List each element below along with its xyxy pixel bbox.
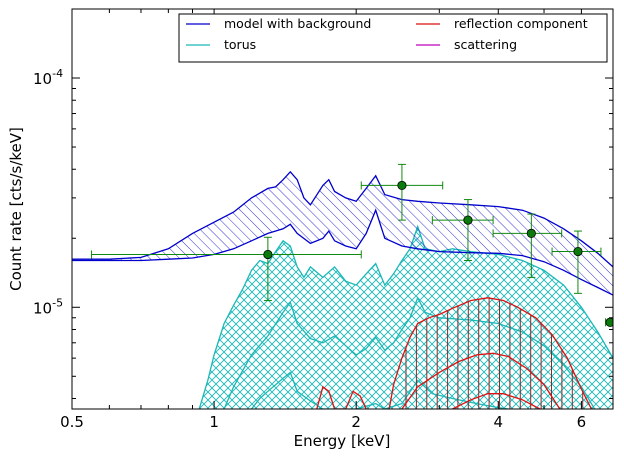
legend-entry: reflection component (416, 16, 588, 31)
data-marker (463, 215, 473, 225)
data-point (492, 213, 563, 278)
x-tick-label: 1 (209, 413, 219, 431)
data-marker (397, 180, 407, 191)
data-point (551, 230, 602, 294)
axis-tick-labels: 0.5 1 2 4 610-510-4 (33, 67, 586, 431)
data-marker (573, 246, 583, 257)
x-tick-label: 2 (351, 413, 361, 431)
legend-entry: model with background (186, 16, 371, 31)
x-tick-label: 0.5 (60, 413, 84, 431)
y-tick-exponent: -4 (52, 67, 63, 80)
x-tick-label: 4 (494, 413, 504, 431)
plot-frame (71, 8, 614, 410)
model-series (72, 170, 613, 296)
y-axis-label: Count rate [cts/s/keV] (7, 127, 25, 291)
legend-entry: torus (186, 37, 256, 52)
reflection-mid-line (401, 352, 561, 409)
reflection-series (316, 297, 592, 409)
data-marker (526, 228, 536, 239)
reflection-upper-line (388, 297, 592, 409)
data-point (91, 236, 362, 302)
axis-ticks (71, 8, 614, 409)
legend-box (178, 13, 608, 63)
data-point (431, 199, 494, 261)
legend: model with background reflection componen… (178, 13, 608, 63)
x-axis-label: Energy [keV] (294, 432, 391, 450)
reflection-low-energy-line (316, 385, 367, 409)
data-point (360, 163, 444, 221)
model-band (72, 171, 613, 296)
x-tick-label: 6 (577, 413, 587, 431)
legend-label: model with background (224, 16, 371, 31)
y-tick-exponent: -5 (52, 296, 63, 309)
torus-lower-line (250, 371, 509, 409)
model-lower-line (72, 208, 613, 296)
data-marker (263, 249, 273, 260)
legend-label: reflection component (454, 16, 588, 31)
legend-label: torus (224, 37, 256, 52)
model-upper-line (72, 170, 613, 268)
legend-entry: scattering (416, 37, 517, 52)
reflection-lower-line (452, 393, 541, 409)
legend-label: scattering (454, 37, 517, 52)
torus-upper-line (198, 224, 613, 409)
data-points (91, 163, 613, 327)
plot-area (72, 163, 613, 409)
